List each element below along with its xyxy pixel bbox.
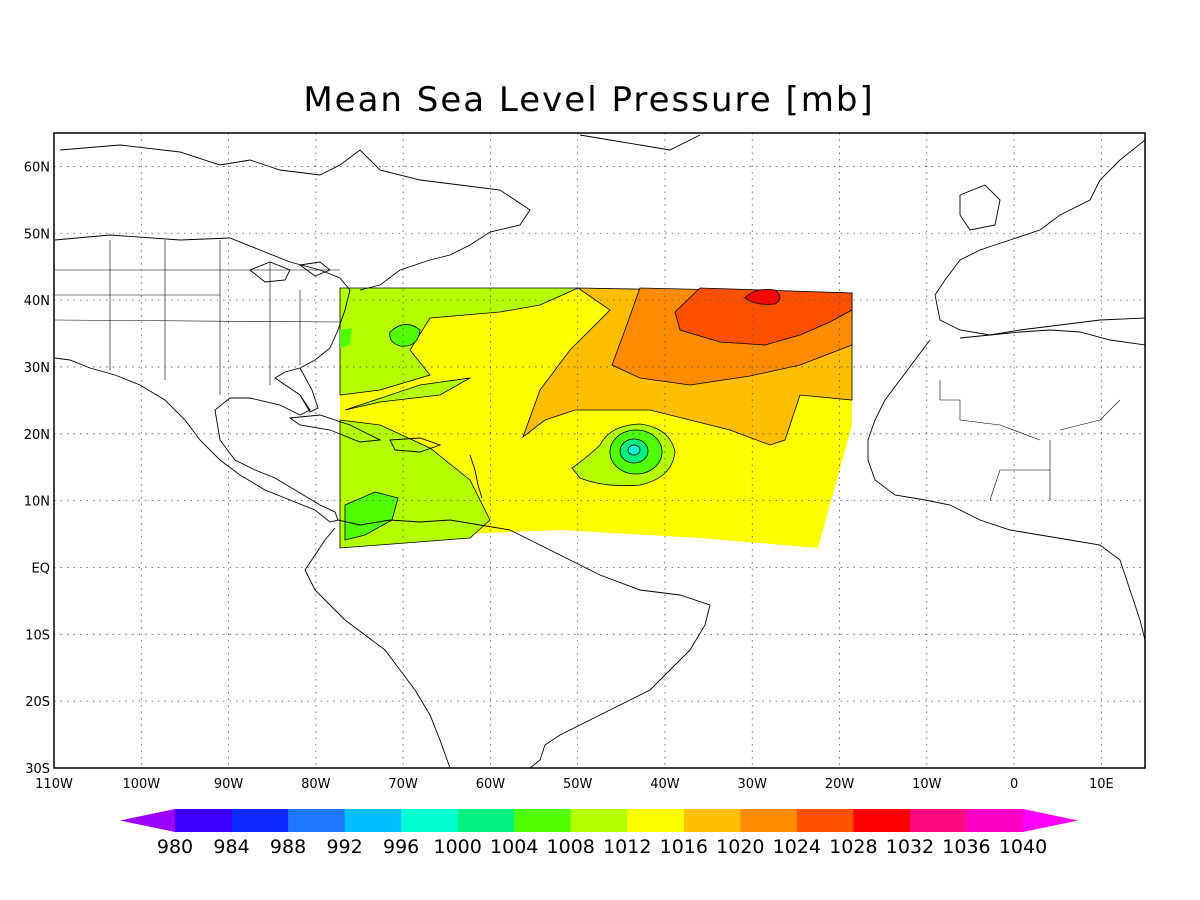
greenland-coast: [579, 134, 701, 151]
field-1008-coast: [340, 328, 352, 348]
colorbar-level-label: 1008: [547, 836, 595, 858]
colorbar-level-label: 984: [213, 836, 249, 858]
canada-north-coast: [59, 144, 531, 291]
lat-tick-labels: 60N 50N 40N 30N 20N 10N EQ 10S 20S 30S: [24, 160, 50, 777]
colorbar-swatch: [514, 809, 572, 832]
colorbar-swatch: [909, 809, 967, 832]
colorbar-swatch: [231, 809, 289, 832]
lesser-antilles: [469, 454, 483, 499]
colorbar-labels: 980 984 988 992 996 1000 1004 1008 1012 1016 1020 1…: [157, 836, 1047, 858]
colorbar: [120, 809, 1078, 832]
lon-tick-label: 20W: [825, 777, 855, 792]
field-1012-west: [339, 287, 579, 396]
field-1008-cell: [389, 324, 421, 347]
colorbar-level-label: 1028: [829, 836, 877, 858]
colorbar-level-label: 988: [270, 836, 306, 858]
colorbar-level-label: 980: [157, 836, 193, 858]
colorbar-swatch: [796, 809, 854, 832]
colorbar-swatch: [401, 809, 459, 832]
hispaniola: [389, 437, 442, 453]
colorbar-swatch: [627, 809, 685, 832]
colorbar-level-label: 1004: [490, 836, 538, 858]
europe-coast: [934, 139, 1146, 336]
lon-tick-label: 50W: [563, 777, 593, 792]
us-borders: [54, 240, 341, 395]
colorbar-level-label: 1012: [603, 836, 651, 858]
colorbar-level-label: 996: [383, 836, 419, 858]
colorbar-swatch: [683, 809, 741, 832]
colorbar-level-label: 1040: [999, 836, 1047, 858]
colorbar-level-label: 1000: [433, 836, 481, 858]
colorbar-swatch: [344, 809, 402, 832]
uk: [959, 184, 1001, 231]
chart-title: Mean Sea Level Pressure [mb]: [303, 80, 875, 120]
south-america-coast: [304, 519, 711, 769]
colorbar-swatch: [288, 809, 346, 832]
florida: [299, 367, 319, 413]
coastlines: [54, 134, 1146, 769]
field-low-1000: [627, 444, 641, 456]
lon-tick-label: 30W: [738, 777, 768, 792]
lat-tick-label: 10N: [24, 495, 50, 510]
colorbar-swatch: [175, 809, 233, 832]
lon-tick-label: 90W: [214, 777, 244, 792]
lat-tick-label: EQ: [32, 561, 50, 576]
colorbar-swatch: [740, 809, 798, 832]
lon-tick-labels: 110W 100W 90W 80W 70W 60W 50W 40W 30W 20W 10W 0 10E: [35, 777, 1114, 792]
colorbar-level-label: 1032: [886, 836, 934, 858]
colorbar-level-label: 1016: [660, 836, 708, 858]
colorbar-swatch: [570, 809, 628, 832]
colorbar-level-label: 992: [326, 836, 362, 858]
lon-tick-label: 110W: [35, 777, 73, 792]
lat-tick-label: 40N: [24, 294, 50, 309]
great-lakes: [249, 261, 331, 283]
lon-tick-label: 10W: [912, 777, 942, 792]
lat-tick-label: 30N: [24, 361, 50, 376]
lon-tick-label: 80W: [301, 777, 331, 792]
lat-tick-label: 10S: [25, 628, 50, 643]
lon-tick-label: 70W: [388, 777, 418, 792]
colorbar-swatch: [966, 809, 1024, 832]
lat-tick-label: 20N: [24, 428, 50, 443]
field-1028-region: [674, 287, 853, 346]
field-1032-cell: [744, 288, 781, 305]
lat-tick-label: 20S: [25, 695, 50, 710]
lat-tick-label: 30S: [25, 762, 50, 777]
colorbar-level-label: 1024: [773, 836, 821, 858]
colorbar-arrow-low: [120, 809, 175, 832]
africa-borders: [939, 380, 1121, 501]
lon-tick-label: 60W: [476, 777, 506, 792]
lon-tick-label: 40W: [650, 777, 680, 792]
lat-tick-label: 50N: [24, 227, 50, 242]
lon-tick-label: 10E: [1089, 777, 1114, 792]
lat-tick-label: 60N: [24, 160, 50, 175]
lon-tick-label: 0: [1010, 777, 1018, 792]
colorbar-level-label: 1036: [942, 836, 990, 858]
africa-coast: [867, 329, 1146, 641]
cuba: [288, 414, 382, 443]
colorbar-swatch: [853, 809, 911, 832]
colorbar-level-label: 1020: [716, 836, 764, 858]
colorbar-swatch: [457, 809, 515, 832]
colorbar-arrow-high: [1023, 809, 1078, 832]
north-america-coast: [54, 234, 351, 523]
pressure-field: [339, 287, 853, 549]
map-frame: [53, 132, 1146, 769]
lon-tick-label: 100W: [122, 777, 160, 792]
field-1012-band: [344, 377, 471, 411]
